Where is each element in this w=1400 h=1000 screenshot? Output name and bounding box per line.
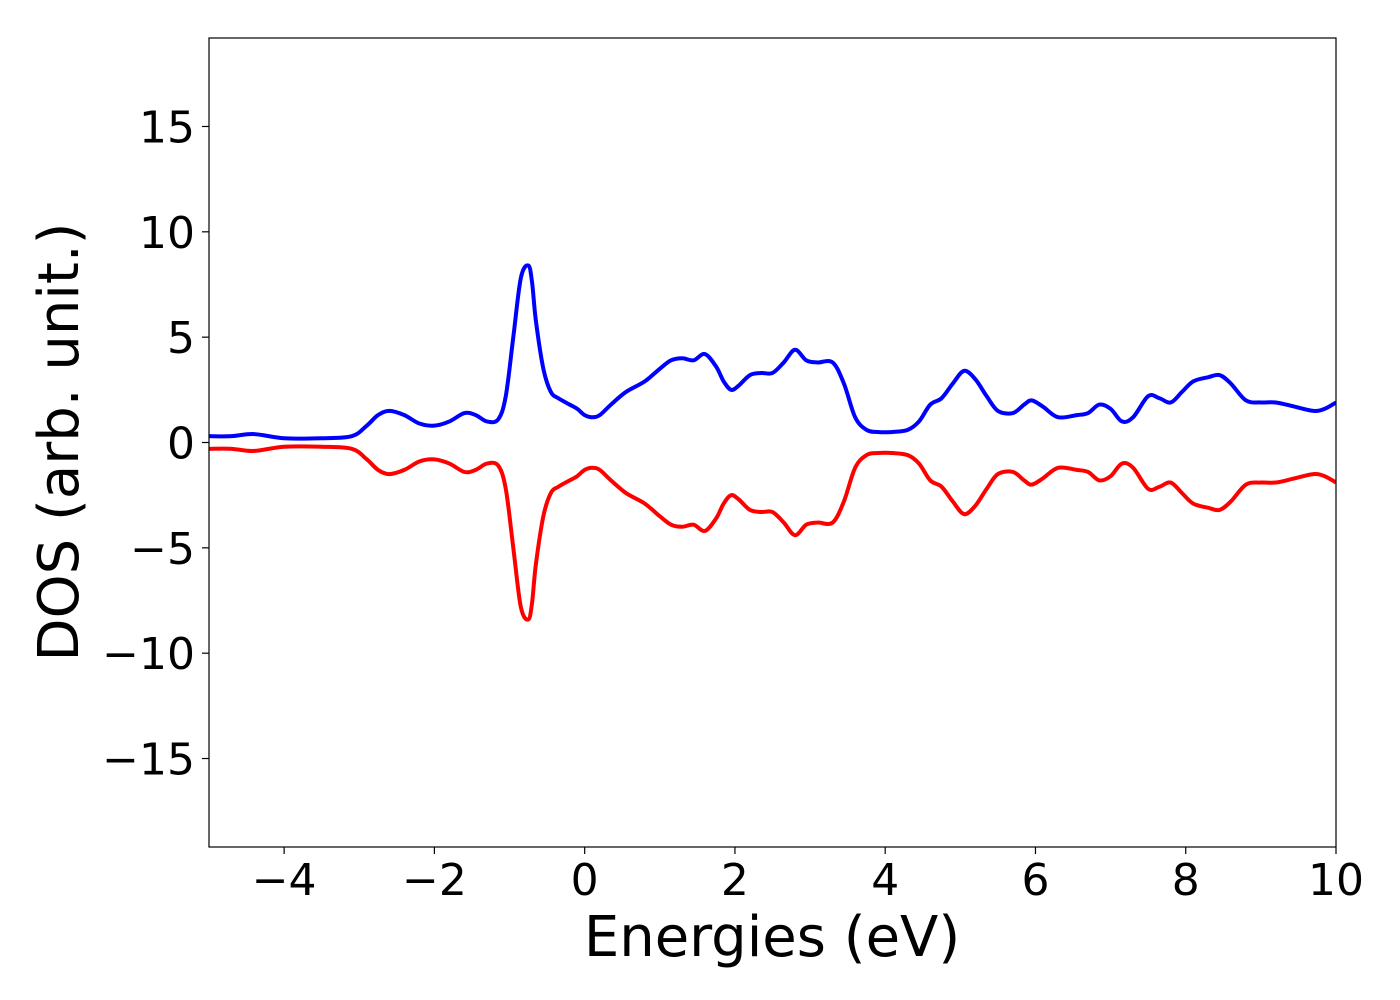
y-tick-label: 10 — [139, 208, 195, 259]
y-tick-label: −10 — [102, 629, 195, 680]
x-tick-label: 10 — [1308, 855, 1364, 906]
x-tick-label: 0 — [571, 855, 599, 906]
series-line-2 — [209, 444, 1336, 622]
x-tick-label: −4 — [252, 855, 317, 906]
y-axis: 15 10 5 0 −5 −10 −15 — [102, 102, 209, 786]
y-tick-label: 0 — [167, 419, 195, 470]
y-tick-label: −15 — [102, 735, 195, 786]
x-tick-label: 8 — [1172, 855, 1200, 906]
series-layer — [209, 263, 1336, 622]
x-tick-label: 4 — [871, 855, 899, 906]
y-tick-label: 5 — [167, 313, 195, 364]
x-tick-label: 2 — [721, 855, 749, 906]
y-axis-label: DOS (arb. unit.) — [27, 222, 92, 661]
y-tick-label: 15 — [139, 102, 195, 153]
x-axis: −4 −2 0 2 4 6 8 10 — [252, 847, 1364, 906]
y-tick-label: −5 — [130, 524, 195, 575]
x-axis-label: Energies (eV) — [584, 905, 960, 970]
x-tick-label: 6 — [1021, 855, 1049, 906]
x-tick-label: −2 — [402, 855, 467, 906]
series-line-1 — [209, 263, 1336, 441]
